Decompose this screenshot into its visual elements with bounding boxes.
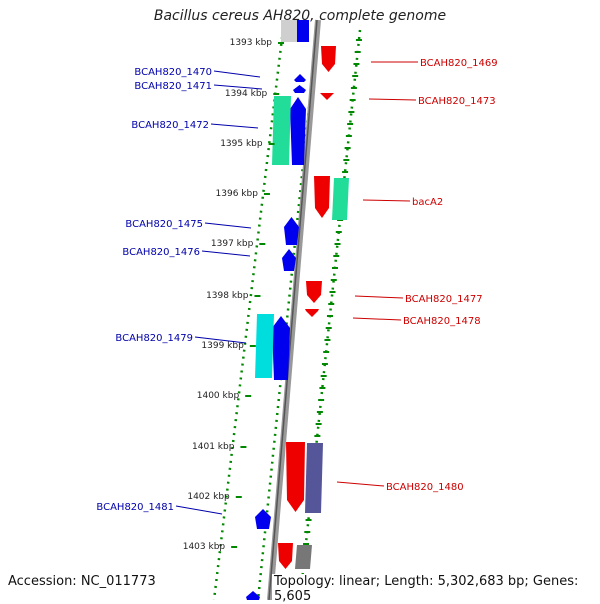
gene-label-right: BCAH820_1477 (405, 294, 483, 305)
tick-label: 1403 kbp (183, 542, 226, 552)
cds-bcah820-1479 (255, 314, 274, 378)
label-connector-left (175, 505, 223, 515)
gene-bcah820-1470 (294, 74, 306, 82)
gene-bcah820-1469 (321, 46, 336, 72)
gene-label-left: BCAH820_1479 (115, 333, 193, 344)
genome-axis-core (268, 19, 318, 600)
gene-bcah820-1478 (305, 309, 319, 317)
cds-baca2 (332, 178, 349, 220)
topology-text: Topology: linear; Length: 5,302,683 bp; … (272, 574, 600, 604)
gene-label-right: BCAH820_1480 (386, 482, 464, 493)
tick-label: 1393 kbp (230, 38, 273, 48)
cds-bottom-gray (295, 545, 312, 569)
gene-label-right: BCAH820_1469 (420, 58, 498, 69)
tick-label: 1401 kbp (192, 442, 235, 452)
gene-label-left: BCAH820_1481 (96, 502, 174, 513)
gene-bcah820-1473 (320, 93, 334, 100)
tick-label: 1394 kbp (225, 89, 268, 99)
top-segment-light (281, 20, 297, 42)
tick-label: 1400 kbp (197, 391, 240, 401)
track-line-2 (256, 29, 319, 600)
gene-label-right: BCAH820_1478 (403, 316, 481, 327)
accession-text: Accession: NC_011773 (8, 574, 156, 589)
top-segment-blue (297, 20, 309, 42)
genome-axis (267, 19, 321, 600)
gene-label-left: BCAH820_1471 (134, 81, 212, 92)
gene-label-left: BCAH820_1472 (131, 120, 209, 131)
tick-label: 1395 kbp (220, 139, 263, 149)
gene-label-left: BCAH820_1476 (122, 247, 200, 258)
label-connector-left (194, 336, 247, 344)
gene-bcah820-1481 (255, 509, 271, 529)
tick-label: 1399 kbp (201, 341, 244, 351)
label-connector-right (368, 98, 417, 101)
genome-title: Bacillus cereus AH820, complete genome (153, 8, 447, 24)
label-connector-left (210, 123, 259, 129)
tick-label: 1396 kbp (216, 189, 259, 199)
cds-bcah820-1480 (305, 443, 323, 513)
gene-bcah820-1472 (290, 97, 306, 165)
gene-bottom-red (278, 543, 293, 569)
label-connector-left (201, 250, 251, 257)
tick-label: 1402 kbp (187, 492, 230, 502)
labels-layer: 1393 kbp 1394 kbp 1395 kbp 1396 kbp 1397 kbp… (96, 38, 497, 552)
gene-bcah820-1480 (286, 442, 305, 512)
gene-label-right: BCAH820_1473 (418, 96, 496, 107)
label-connector-right (354, 295, 404, 299)
label-connector-right (336, 481, 385, 487)
gene-bottom (246, 591, 260, 600)
gene-label-left: BCAH820_1475 (125, 219, 203, 230)
tick-label: 1397 kbp (211, 239, 254, 249)
tick-label: 1398 kbp (206, 291, 249, 301)
gene-bcah820-1475 (284, 217, 299, 245)
label-connector-right (352, 317, 402, 321)
features-layer (246, 46, 349, 600)
label-connector-right (362, 199, 411, 202)
track-line-1 (212, 29, 285, 600)
gene-label-right: bacA2 (412, 197, 443, 208)
label-connector-left (213, 70, 261, 78)
label-connector-left (213, 84, 263, 90)
gene-label-left: BCAH820_1470 (134, 67, 212, 78)
gene-bcah820-1476 (282, 249, 296, 271)
gene-baca2 (314, 176, 330, 218)
gene-bcah820-1477 (306, 281, 322, 303)
label-connector-left (204, 222, 252, 229)
gene-bcah820-1471 (293, 85, 306, 93)
gene-bcah820-1479 (272, 316, 290, 380)
cds-bcah820-1472 (272, 96, 291, 165)
